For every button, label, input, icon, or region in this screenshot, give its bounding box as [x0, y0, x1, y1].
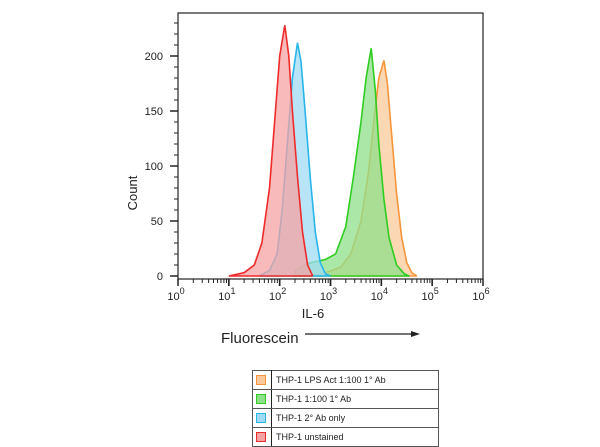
legend: THP-1 LPS Act 1:100 1° Ab THP-1 1:100 1° … [252, 370, 439, 447]
y-tick-label: 100 [145, 161, 163, 173]
plot-frame [177, 12, 484, 280]
y-tick-label: 200 [145, 51, 163, 63]
y-tick-label: 0 [157, 271, 163, 283]
histogram-series [228, 25, 418, 277]
x-tick-label: 106 [472, 286, 489, 303]
y-tick-label: 50 [151, 216, 163, 228]
x-tick-label: 102 [269, 286, 286, 303]
legend-item: THP-1 1:100 1° Ab [252, 389, 439, 409]
legend-item: THP-1 LPS Act 1:100 1° Ab [252, 370, 439, 390]
legend-item: THP-1 2° Ab only [252, 408, 439, 428]
x-tick-label: 104 [371, 286, 388, 303]
y-axis-label: Count [125, 175, 140, 210]
x-tick-label: 105 [422, 286, 439, 303]
series-area-1 [294, 48, 410, 277]
fluorescein-label: Fluorescein [221, 330, 299, 347]
legend-label: THP-1 unstained [271, 427, 439, 447]
legend-label: THP-1 LPS Act 1:100 1° Ab [271, 370, 439, 390]
legend-swatch [256, 413, 266, 423]
legend-label: THP-1 1:100 1° Ab [271, 389, 439, 409]
legend-swatch [256, 375, 266, 385]
x-tick-label: 101 [218, 286, 235, 303]
axes: 0 50 100 150 200 100 101 102 103 104 105 106 IL-6 Cou… [125, 22, 490, 321]
y-tick-label: 150 [145, 106, 163, 118]
series-area-3 [228, 25, 314, 277]
legend-swatch [256, 432, 266, 442]
x-tick-label: 100 [167, 286, 184, 303]
fluorescein-arrow-head [411, 331, 420, 337]
x-axis-label: IL-6 [302, 306, 324, 321]
legend-swatch [256, 394, 266, 404]
legend-item: THP-1 unstained [252, 427, 439, 447]
x-tick-label: 103 [320, 286, 337, 303]
legend-label: THP-1 2° Ab only [271, 408, 439, 428]
